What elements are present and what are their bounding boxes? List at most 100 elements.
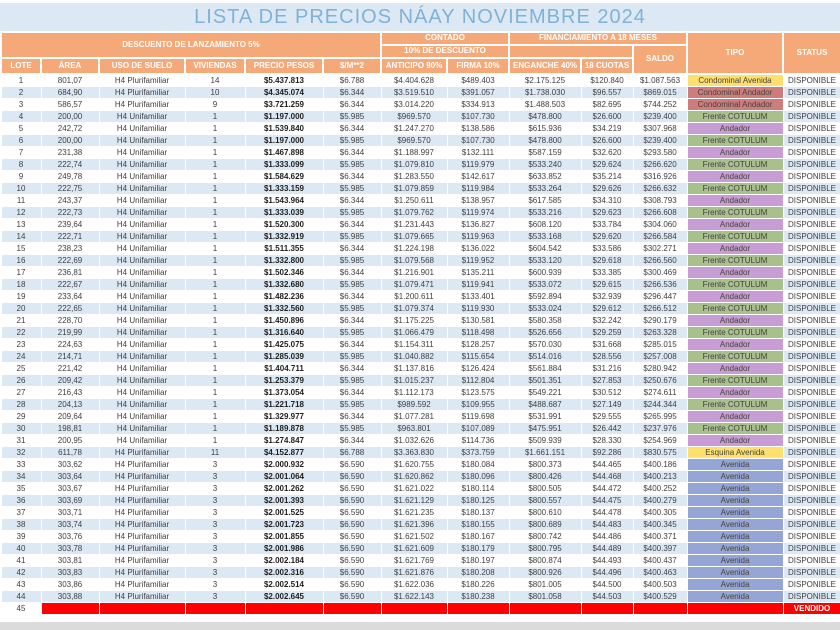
cell-precio-pesos[interactable]: $1.253.379 bbox=[244, 374, 324, 387]
cell-anticipo-90[interactable]: $1.175.225 bbox=[380, 314, 448, 327]
cell-saldo[interactable]: $257.008 bbox=[632, 350, 688, 363]
cell-uso-de-suelo[interactable]: H4 Unifamiliar bbox=[98, 398, 186, 411]
cell-lote[interactable]: 3 bbox=[0, 98, 42, 111]
cell-viviendas[interactable]: 3 bbox=[184, 578, 246, 591]
cell-status[interactable]: DISPONIBLE bbox=[782, 422, 840, 435]
cell-area[interactable]: 200,00 bbox=[40, 134, 100, 147]
cell-viviendas[interactable]: 3 bbox=[184, 566, 246, 579]
cell-anticipo-90[interactable]: $1.250.611 bbox=[380, 194, 448, 207]
cell-firma-10[interactable]: $180.155 bbox=[446, 518, 510, 531]
cell-anticipo-90[interactable]: $1.620.755 bbox=[380, 458, 448, 471]
cell-viviendas[interactable]: 1 bbox=[184, 242, 246, 255]
cell-viviendas[interactable]: 3 bbox=[184, 458, 246, 471]
cell-18-cuotas[interactable]: $29.555 bbox=[580, 410, 634, 423]
cell-tipo[interactable]: Andador bbox=[686, 242, 784, 255]
cell-uso-de-suelo[interactable]: H4 Plurifamiliar bbox=[98, 98, 186, 111]
cell-uso-de-suelo[interactable]: H4 Unifamiliar bbox=[98, 386, 186, 399]
cell-viviendas[interactable]: 3 bbox=[184, 518, 246, 531]
cell-viviendas[interactable]: 1 bbox=[184, 398, 246, 411]
cell-area[interactable]: 204,13 bbox=[40, 398, 100, 411]
cell-saldo[interactable]: $239.400 bbox=[632, 110, 688, 123]
cell-tipo[interactable]: Avenida bbox=[686, 578, 784, 591]
cell-precio-pesos[interactable]: $2.002.316 bbox=[244, 566, 324, 579]
cell-area[interactable]: 586,57 bbox=[40, 98, 100, 111]
cell-saldo[interactable]: $400.279 bbox=[632, 494, 688, 507]
cell-tipo[interactable]: Frente COTULUM bbox=[686, 182, 784, 195]
cell-precio-m2[interactable]: $6.590 bbox=[322, 566, 382, 579]
cell-uso-de-suelo[interactable]: H4 Unifamiliar bbox=[98, 134, 186, 147]
cell-uso-de-suelo[interactable]: H4 Unifamiliar bbox=[98, 350, 186, 363]
cell-status[interactable]: DISPONIBLE bbox=[782, 122, 840, 135]
cell-lote[interactable]: 7 bbox=[0, 146, 42, 159]
cell-area[interactable]: 231,38 bbox=[40, 146, 100, 159]
cell-status[interactable]: DISPONIBLE bbox=[782, 326, 840, 339]
cell-uso-de-suelo[interactable]: H4 Unifamiliar bbox=[98, 434, 186, 447]
cell-tipo[interactable]: Frente COTULUM bbox=[686, 206, 784, 219]
cell-lote[interactable]: 18 bbox=[0, 278, 42, 291]
cell-saldo[interactable]: $830.575 bbox=[632, 446, 688, 459]
cell-tipo[interactable]: Avenida bbox=[686, 566, 784, 579]
cell-lote[interactable]: 19 bbox=[0, 290, 42, 303]
cell-firma-10[interactable]: $118.498 bbox=[446, 326, 510, 339]
cell-18-cuotas[interactable]: $44.465 bbox=[580, 458, 634, 471]
cell-18-cuotas[interactable]: $44.483 bbox=[580, 518, 634, 531]
cell-anticipo-90[interactable]: $1.200.611 bbox=[380, 290, 448, 303]
cell-area[interactable]: 303,83 bbox=[40, 566, 100, 579]
cell-lote[interactable]: 45 bbox=[0, 602, 42, 615]
cell-viviendas[interactable]: 14 bbox=[184, 73, 246, 87]
cell-firma-10[interactable]: $180.208 bbox=[446, 566, 510, 579]
cell-area[interactable]: 242,72 bbox=[40, 122, 100, 135]
cell-status[interactable]: DISPONIBLE bbox=[782, 146, 840, 159]
cell-status[interactable]: DISPONIBLE bbox=[782, 338, 840, 351]
cell-anticipo-90[interactable]: $1.112.173 bbox=[380, 386, 448, 399]
cell-uso-de-suelo[interactable]: H4 Unifamiliar bbox=[98, 290, 186, 303]
cell-viviendas[interactable]: 1 bbox=[184, 434, 246, 447]
cell-status[interactable]: DISPONIBLE bbox=[782, 182, 840, 195]
cell-enganche-40[interactable]: $514.016 bbox=[508, 350, 582, 363]
cell-precio-pesos[interactable]: $1.482.236 bbox=[244, 290, 324, 303]
cell-anticipo-90[interactable]: $1.079.762 bbox=[380, 206, 448, 219]
cell-saldo[interactable]: $400.213 bbox=[632, 470, 688, 483]
cell-uso-de-suelo[interactable]: H4 Unifamiliar bbox=[98, 326, 186, 339]
cell-enganche-40[interactable]: $526.656 bbox=[508, 326, 582, 339]
cell-saldo[interactable]: $304.060 bbox=[632, 218, 688, 231]
cell-area[interactable]: 222,73 bbox=[40, 206, 100, 219]
cell-anticipo-90[interactable]: $1.283.550 bbox=[380, 170, 448, 183]
cell-status[interactable]: DISPONIBLE bbox=[782, 134, 840, 147]
cell-status[interactable]: DISPONIBLE bbox=[782, 98, 840, 111]
cell-viviendas[interactable]: 1 bbox=[184, 410, 246, 423]
cell-precio-m2[interactable]: $6.344 bbox=[322, 410, 382, 423]
cell-lote[interactable]: 20 bbox=[0, 302, 42, 315]
cell-viviendas[interactable]: 3 bbox=[184, 470, 246, 483]
cell-enganche-40[interactable]: $1.661.151 bbox=[508, 446, 582, 459]
cell-tipo[interactable]: Andador bbox=[686, 194, 784, 207]
cell-anticipo-90[interactable]: $1.621.235 bbox=[380, 506, 448, 519]
cell-lote[interactable]: 13 bbox=[0, 218, 42, 231]
cell-anticipo-90[interactable]: $1.621.129 bbox=[380, 494, 448, 507]
cell-precio-pesos[interactable]: $2.001.855 bbox=[244, 530, 324, 543]
cell-tipo[interactable]: Condominal Avenida bbox=[686, 73, 784, 87]
cell-lote[interactable]: 29 bbox=[0, 410, 42, 423]
cell-uso-de-suelo[interactable]: H4 Unifamiliar bbox=[98, 338, 186, 351]
cell-tipo[interactable]: Andador bbox=[686, 290, 784, 303]
cell-firma-10[interactable]: $334.913 bbox=[446, 98, 510, 111]
cell-lote[interactable]: 37 bbox=[0, 506, 42, 519]
cell-status[interactable]: DISPONIBLE bbox=[782, 242, 840, 255]
cell-area[interactable]: 224,63 bbox=[40, 338, 100, 351]
cell-status[interactable]: DISPONIBLE bbox=[782, 458, 840, 471]
cell-tipo[interactable]: Frente COTULUM bbox=[686, 302, 784, 315]
cell-18-cuotas[interactable]: $92.286 bbox=[580, 446, 634, 459]
cell-firma-10[interactable]: $391.057 bbox=[446, 86, 510, 99]
cell-lote[interactable]: 44 bbox=[0, 590, 42, 603]
cell-status[interactable]: DISPONIBLE bbox=[782, 362, 840, 375]
cell-lote[interactable]: 33 bbox=[0, 458, 42, 471]
cell-enganche-40[interactable]: $800.610 bbox=[508, 506, 582, 519]
cell-viviendas[interactable]: 1 bbox=[184, 122, 246, 135]
cell-tipo[interactable]: Frente COTULUM bbox=[686, 158, 784, 171]
cell-saldo[interactable]: $316.926 bbox=[632, 170, 688, 183]
cell-precio-m2[interactable]: $6.344 bbox=[322, 362, 382, 375]
cell-precio-pesos[interactable]: $1.373.054 bbox=[244, 386, 324, 399]
cell-lote[interactable]: 4 bbox=[0, 110, 42, 123]
cell-firma-10[interactable]: $180.238 bbox=[446, 590, 510, 603]
cell-precio-pesos[interactable]: $1.404.711 bbox=[244, 362, 324, 375]
